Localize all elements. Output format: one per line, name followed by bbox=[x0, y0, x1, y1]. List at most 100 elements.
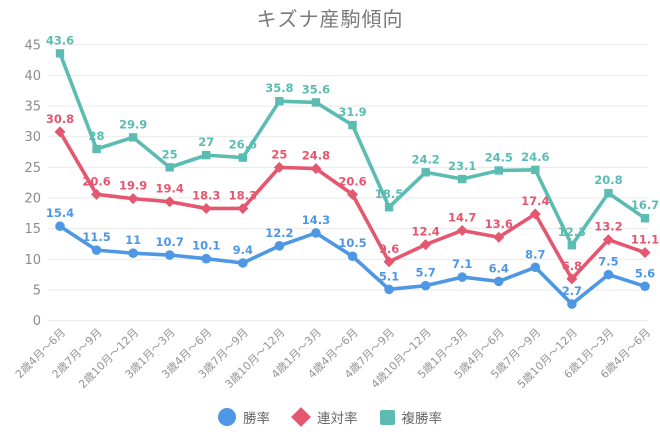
data-label: 18.5 bbox=[375, 187, 403, 201]
square-marker-icon bbox=[379, 409, 395, 425]
data-point[interactable] bbox=[602, 234, 614, 246]
legend-label: 勝率 bbox=[243, 411, 270, 427]
data-point[interactable] bbox=[383, 256, 395, 268]
data-point[interactable] bbox=[311, 228, 321, 238]
data-point[interactable] bbox=[275, 96, 284, 106]
data-label: 25 bbox=[271, 147, 287, 161]
data-label: 14.7 bbox=[448, 211, 476, 225]
data-point[interactable] bbox=[238, 153, 248, 162]
data-label: 17.4 bbox=[521, 194, 549, 208]
data-point[interactable] bbox=[55, 221, 65, 232]
chart-canvas: 0510152025303540452歳4月～6月2歳7月～9月2歳10月～12… bbox=[13, 33, 659, 391]
data-point[interactable] bbox=[165, 163, 174, 172]
data-point[interactable] bbox=[640, 281, 650, 292]
data-label: 13.2 bbox=[594, 220, 622, 234]
data-point[interactable] bbox=[420, 239, 432, 251]
data-point[interactable] bbox=[530, 262, 541, 273]
data-label: 31.9 bbox=[338, 105, 366, 119]
data-label: 2.7 bbox=[562, 284, 582, 298]
data-point[interactable] bbox=[128, 133, 138, 142]
data-point[interactable] bbox=[164, 250, 175, 260]
legend-item-win-rate[interactable]: 勝率 bbox=[218, 407, 270, 427]
data-point[interactable] bbox=[567, 299, 577, 309]
y-tick-label: 20 bbox=[24, 192, 41, 207]
data-point[interactable] bbox=[639, 247, 651, 259]
data-point[interactable] bbox=[91, 188, 103, 200]
data-label: 6.4 bbox=[489, 261, 509, 275]
data-label: 26.6 bbox=[229, 138, 257, 152]
data-point[interactable] bbox=[127, 193, 139, 205]
series-line-show-rate bbox=[58, 51, 647, 248]
legend-item-show-rate[interactable]: 複勝率 bbox=[379, 407, 443, 427]
data-label: 19.4 bbox=[156, 182, 184, 196]
data-point[interactable] bbox=[54, 126, 66, 138]
data-label: 28 bbox=[89, 129, 105, 143]
data-label: 19.9 bbox=[119, 179, 147, 193]
data-label: 29.9 bbox=[119, 117, 147, 131]
data-point[interactable] bbox=[529, 208, 541, 220]
data-point[interactable] bbox=[640, 214, 650, 223]
data-point[interactable] bbox=[348, 120, 357, 130]
data-point[interactable] bbox=[237, 202, 249, 214]
data-point[interactable] bbox=[91, 245, 102, 255]
data-point[interactable] bbox=[273, 161, 285, 173]
data-label: 24.2 bbox=[411, 152, 439, 166]
data-point[interactable] bbox=[493, 231, 505, 243]
data-point[interactable] bbox=[310, 163, 322, 175]
data-point[interactable] bbox=[384, 203, 394, 212]
data-label: 8.7 bbox=[525, 247, 545, 261]
data-point[interactable] bbox=[164, 196, 176, 208]
data-point[interactable] bbox=[566, 273, 578, 285]
data-label: 43.6 bbox=[46, 33, 74, 47]
data-label: 7.5 bbox=[598, 255, 618, 269]
data-label: 14.3 bbox=[302, 213, 330, 227]
data-point[interactable] bbox=[238, 258, 248, 268]
data-point[interactable] bbox=[200, 202, 212, 214]
data-point[interactable] bbox=[55, 49, 65, 58]
y-tick-label: 35 bbox=[24, 100, 41, 115]
data-point[interactable] bbox=[274, 241, 285, 251]
y-tick-label: 25 bbox=[24, 161, 41, 176]
data-point[interactable] bbox=[456, 225, 468, 237]
data-label: 12.3 bbox=[558, 225, 586, 239]
data-label: 6.8 bbox=[562, 259, 582, 273]
legend-label: 連対率 bbox=[317, 411, 358, 427]
data-point[interactable] bbox=[128, 248, 138, 258]
data-point[interactable] bbox=[384, 284, 394, 295]
data-label: 7.1 bbox=[452, 257, 472, 271]
data-label: 10.1 bbox=[192, 239, 220, 253]
data-point[interactable] bbox=[347, 251, 358, 262]
y-tick-label: 10 bbox=[24, 253, 41, 268]
data-label: 12.2 bbox=[265, 226, 293, 240]
data-label: 5.6 bbox=[635, 266, 655, 280]
data-point[interactable] bbox=[420, 280, 431, 291]
chart-title: キズナ産駒傾向 bbox=[256, 7, 404, 31]
data-label: 11.1 bbox=[631, 233, 659, 247]
data-label: 12.4 bbox=[411, 225, 439, 239]
legend-item-place-rate[interactable]: 連対率 bbox=[291, 407, 358, 427]
data-point[interactable] bbox=[567, 241, 577, 250]
data-label: 9.6 bbox=[379, 242, 399, 256]
data-point[interactable] bbox=[421, 168, 430, 177]
data-point[interactable] bbox=[457, 272, 467, 282]
data-point[interactable] bbox=[347, 188, 358, 200]
data-point[interactable] bbox=[457, 174, 467, 184]
data-label: 20.8 bbox=[594, 173, 622, 187]
data-label: 13.6 bbox=[485, 217, 513, 231]
data-label: 25 bbox=[162, 147, 178, 161]
data-point[interactable] bbox=[201, 253, 212, 264]
legend-label: 複勝率 bbox=[401, 411, 443, 427]
y-tick-label: 5 bbox=[33, 283, 41, 298]
data-label: 10.7 bbox=[156, 235, 184, 249]
data-point[interactable] bbox=[202, 150, 211, 160]
data-point[interactable] bbox=[493, 276, 504, 287]
data-point[interactable] bbox=[494, 166, 503, 175]
data-point[interactable] bbox=[311, 98, 321, 107]
data-point[interactable] bbox=[603, 269, 614, 280]
data-point[interactable] bbox=[604, 188, 613, 198]
data-point[interactable] bbox=[531, 165, 540, 175]
data-label: 11.5 bbox=[82, 230, 110, 244]
data-label: 23.1 bbox=[448, 159, 476, 173]
data-point[interactable] bbox=[92, 144, 101, 154]
